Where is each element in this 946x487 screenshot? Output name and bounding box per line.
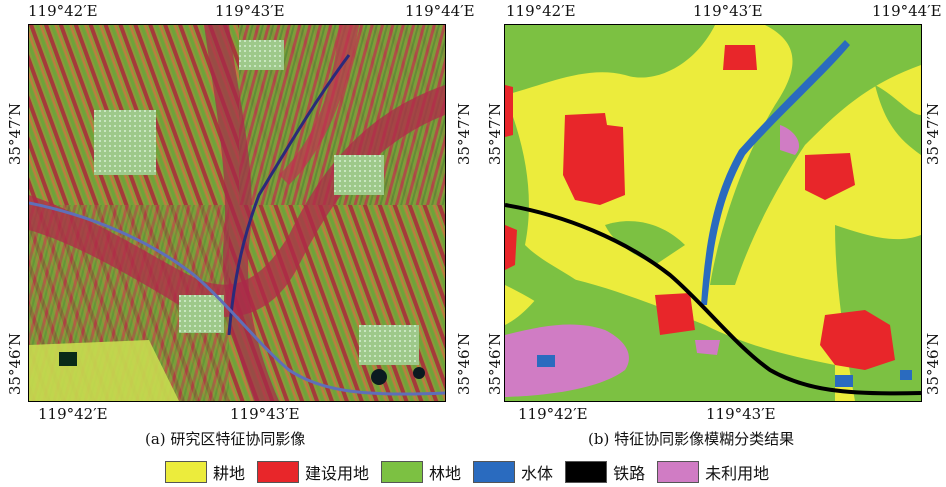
panel-a-top-lon-3: 119°44′E xyxy=(405,2,475,20)
panel-b-classification-map xyxy=(504,24,922,402)
legend-label: 建设用地 xyxy=(305,464,370,483)
panel-a-bottom-lon-2: 119°43′E xyxy=(230,405,300,423)
panel-b-left-lat-2: 35°46′N xyxy=(486,332,504,396)
panel-b-right-lat-2: 35°46′N xyxy=(924,332,942,396)
panel-a-top-lon-2: 119°43′E xyxy=(215,2,285,20)
panel-b-top-lon-2: 119°43′E xyxy=(693,2,763,20)
panel-b-right-lat-1: 35°47′N xyxy=(924,102,942,166)
panel-a-right-lat-1: 35°47′N xyxy=(455,102,473,166)
legend-item-forest-land: 林地 xyxy=(381,460,461,484)
panel-a-left-lat-1: 35°47′N xyxy=(6,102,24,166)
legend-swatch xyxy=(381,461,424,483)
legend-swatch xyxy=(165,461,207,483)
legend-item-unused-land: 未利用地 xyxy=(657,460,769,484)
panel-b-caption: (b) 特征协同影像模糊分类结果 xyxy=(588,430,795,448)
legend-item-cultivated-land: 耕地 xyxy=(165,460,245,484)
panel-b-bottom-lon-2: 119°43′E xyxy=(706,405,776,423)
panel-b-bottom-lon-1: 119°42′E xyxy=(518,405,588,423)
legend-swatch xyxy=(473,461,516,483)
panel-a-right-lat-2: 35°46′N xyxy=(455,332,473,396)
legend-label: 水体 xyxy=(521,464,554,483)
panel-a-top-lon-1: 119°42′E xyxy=(28,2,98,20)
legend-label: 铁路 xyxy=(613,464,646,483)
panel-a-satellite-image xyxy=(28,24,446,402)
classification-result xyxy=(505,25,921,401)
legend-label: 未利用地 xyxy=(705,464,770,483)
legend-item-railway: 铁路 xyxy=(565,460,645,484)
legend-item-water: 水体 xyxy=(473,460,553,484)
panel-a-bottom-lon-1: 119°42′E xyxy=(38,405,108,423)
satellite-composite xyxy=(29,25,445,401)
legend-swatch xyxy=(257,461,300,483)
panel-a-left-lat-2: 35°46′N xyxy=(6,332,24,396)
legend-swatch xyxy=(565,461,608,483)
legend: 耕地 建设用地 林地 水体 铁路 未利用地 xyxy=(165,460,781,484)
panel-a-caption: (a) 研究区特征协同影像 xyxy=(145,430,306,448)
legend-item-construction-land: 建设用地 xyxy=(257,460,369,484)
panel-b-top-lon-3: 119°44′E xyxy=(872,2,942,20)
panel-b-left-lat-1: 35°47′N xyxy=(486,102,504,166)
legend-label: 林地 xyxy=(429,464,462,483)
panel-b-top-lon-1: 119°42′E xyxy=(506,2,576,20)
legend-label: 耕地 xyxy=(213,464,246,483)
legend-swatch xyxy=(657,461,700,483)
